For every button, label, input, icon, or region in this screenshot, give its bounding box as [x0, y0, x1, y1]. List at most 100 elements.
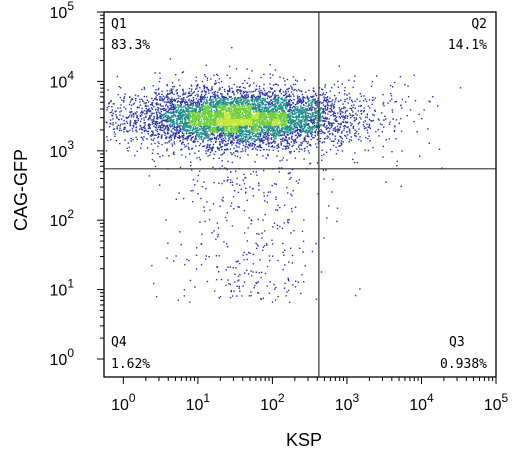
scatter-point — [267, 109, 270, 111]
scatter-point — [175, 74, 177, 76]
scatter-point — [188, 129, 190, 131]
scatter-point — [231, 115, 233, 117]
scatter-point — [223, 133, 226, 135]
scatter-point — [220, 109, 223, 111]
scatter-point — [273, 107, 276, 109]
scatter-point — [317, 111, 319, 113]
scatter-point — [223, 119, 226, 121]
scatter-point — [193, 141, 195, 143]
scatter-point — [172, 127, 174, 130]
scatter-point — [232, 113, 234, 115]
scatter-point — [239, 101, 242, 103]
scatter-point — [389, 100, 391, 102]
scatter-point — [259, 127, 261, 129]
scatter-point — [237, 108, 239, 110]
scatter-point — [298, 116, 300, 118]
scatter-point — [269, 83, 271, 85]
scatter-point — [304, 120, 306, 122]
scatter-point — [272, 128, 275, 131]
scatter-point — [276, 103, 278, 105]
scatter-point — [347, 102, 349, 104]
scatter-point — [258, 107, 260, 110]
scatter-point — [218, 157, 220, 159]
scatter-point — [179, 127, 181, 129]
scatter-point — [180, 102, 182, 105]
scatter-point — [247, 117, 249, 120]
scatter-point — [334, 135, 336, 137]
scatter-point — [245, 103, 247, 105]
scatter-point — [297, 100, 299, 102]
scatter-point — [275, 121, 278, 123]
scatter-point — [173, 122, 176, 125]
scatter-point — [313, 120, 315, 122]
scatter-point — [214, 97, 216, 100]
scatter-point — [240, 121, 242, 123]
scatter-point — [238, 127, 240, 130]
scatter-point — [259, 132, 262, 134]
scatter-point — [320, 107, 323, 110]
scatter-point — [239, 126, 241, 129]
scatter-point — [123, 127, 125, 129]
scatter-point — [155, 93, 157, 95]
scatter-point — [192, 99, 195, 101]
scatter-point — [346, 126, 348, 129]
scatter-point — [275, 112, 278, 114]
scatter-point — [272, 115, 274, 117]
scatter-point — [120, 110, 123, 112]
scatter-point — [239, 122, 242, 125]
scatter-point — [381, 123, 383, 126]
scatter-point — [185, 129, 188, 131]
scatter-point — [158, 133, 161, 135]
scatter-point — [139, 115, 142, 118]
scatter-point — [223, 116, 225, 118]
scatter-point — [202, 103, 204, 105]
scatter-point — [123, 106, 125, 108]
scatter-point — [222, 120, 225, 122]
scatter-point — [248, 136, 250, 138]
scatter-point — [303, 111, 305, 114]
scatter-point — [281, 125, 284, 127]
scatter-point — [219, 116, 221, 118]
scatter-point — [163, 128, 165, 130]
scatter-point — [323, 110, 325, 113]
scatter-point — [274, 142, 276, 144]
scatter-point — [141, 128, 143, 131]
scatter-point — [276, 107, 279, 109]
scatter-point — [290, 122, 292, 125]
scatter-point — [129, 111, 131, 113]
scatter-point — [264, 112, 266, 115]
scatter-point — [203, 119, 205, 121]
scatter-point — [353, 117, 355, 119]
scatter-point — [199, 109, 201, 111]
scatter-point — [187, 109, 189, 111]
scatter-point — [255, 133, 257, 135]
scatter-point — [259, 92, 262, 94]
scatter-point — [206, 86, 208, 89]
scatter-point — [205, 111, 207, 113]
scatter-point — [153, 115, 155, 118]
scatter-point — [239, 132, 241, 134]
scatter-point — [177, 118, 179, 120]
scatter-point — [198, 98, 200, 101]
scatter-point — [207, 118, 210, 121]
scatter-point — [257, 138, 259, 140]
scatter-point — [186, 126, 188, 129]
scatter-point — [205, 105, 207, 108]
scatter-point — [391, 111, 394, 113]
scatter-point — [218, 111, 220, 114]
scatter-point — [245, 90, 247, 93]
scatter-point — [328, 110, 330, 113]
scatter-point — [204, 131, 207, 134]
scatter-point — [205, 147, 208, 149]
scatter-point — [220, 80, 223, 83]
scatter-point — [242, 137, 244, 139]
scatter-point — [341, 111, 343, 113]
scatter-point — [135, 136, 137, 139]
scatter-point — [255, 117, 257, 120]
scatter-point — [274, 100, 276, 102]
scatter-point — [301, 131, 303, 133]
scatter-point — [234, 118, 236, 120]
scatter-point — [136, 107, 139, 109]
scatter-point — [246, 101, 249, 103]
scatter-point — [246, 97, 248, 99]
